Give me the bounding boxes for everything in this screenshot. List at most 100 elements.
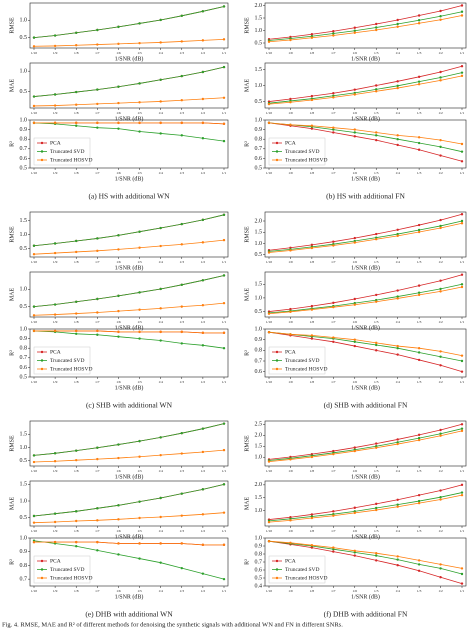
point bbox=[159, 100, 162, 103]
point bbox=[460, 10, 464, 13]
point bbox=[96, 519, 99, 522]
point bbox=[375, 88, 378, 91]
point bbox=[417, 438, 421, 442]
x-tick-label: 1/2 bbox=[438, 529, 443, 533]
y-tick-label: 0.9 bbox=[255, 337, 263, 343]
point bbox=[289, 97, 292, 101]
series-line bbox=[33, 449, 225, 463]
x-tick-label: 1/1 bbox=[222, 529, 227, 533]
x-axis-label: 1/SNR (dB) bbox=[351, 473, 380, 480]
plot-frame bbox=[29, 420, 229, 467]
y-axis-label: MAE bbox=[9, 288, 15, 302]
x-tick-label: 1/7 bbox=[95, 589, 100, 593]
point bbox=[332, 340, 335, 343]
point bbox=[138, 542, 141, 545]
y-axis-label: MAE bbox=[244, 79, 250, 93]
point bbox=[117, 42, 120, 46]
point bbox=[396, 353, 399, 356]
point bbox=[96, 446, 99, 449]
point bbox=[417, 19, 421, 22]
x-tick-label: 1/10 bbox=[266, 51, 272, 55]
legend-label: PCA bbox=[285, 349, 296, 355]
y-tick-label: 0.5 bbox=[255, 165, 263, 171]
legend-marker bbox=[275, 559, 279, 563]
y-axis-label: MAE bbox=[9, 497, 15, 511]
x-tick-label: 1/6 bbox=[353, 589, 358, 593]
point bbox=[117, 248, 120, 251]
x-tick-label: 1/2 bbox=[201, 171, 206, 175]
plot-frame bbox=[29, 537, 229, 587]
plot-frame bbox=[29, 2, 229, 49]
point bbox=[159, 226, 162, 230]
x-tick-label: 1/6 bbox=[353, 529, 358, 533]
x-tick-label: 1/8 bbox=[74, 380, 79, 384]
x-tick-label: 1/3 bbox=[417, 171, 422, 175]
point bbox=[159, 307, 162, 310]
x-tick-label: 1/1 bbox=[460, 380, 465, 384]
point bbox=[32, 454, 36, 457]
x-tick-label: 1/2 bbox=[438, 111, 443, 115]
x-tick-label: 1/7 bbox=[95, 529, 100, 533]
y-tick-label: 0.7 bbox=[255, 559, 263, 565]
x-tick-label: 1/5 bbox=[137, 171, 142, 175]
point bbox=[289, 307, 292, 311]
y-tick-label: 2.5 bbox=[255, 422, 263, 428]
point bbox=[96, 540, 99, 544]
x-tick-label: 1/1 bbox=[222, 469, 227, 473]
y-tick-label: 0.9 bbox=[20, 336, 28, 342]
x-tick-label: 1/4 bbox=[158, 260, 163, 264]
series-line bbox=[33, 423, 225, 456]
x-tick-label: 1/6 bbox=[353, 171, 358, 175]
point bbox=[117, 25, 120, 29]
point bbox=[460, 370, 464, 373]
y-tick-label: 0.8 bbox=[255, 551, 263, 557]
x-tick-label: 1/8 bbox=[74, 171, 79, 175]
x-tick-label: 1/7 bbox=[331, 51, 336, 55]
x-axis-label: 1/SNR (dB) bbox=[115, 473, 144, 480]
y-tick-label: 0.5 bbox=[20, 89, 28, 95]
point bbox=[460, 273, 464, 276]
x-tick-label: 1/8 bbox=[310, 260, 315, 264]
point bbox=[353, 135, 356, 138]
point bbox=[138, 101, 141, 104]
point bbox=[460, 142, 464, 146]
y-axis-label: R² bbox=[9, 141, 15, 147]
point bbox=[439, 218, 442, 222]
legend-label: PCA bbox=[285, 140, 296, 146]
y-tick-label: 0.8 bbox=[20, 346, 28, 352]
series-line bbox=[33, 275, 225, 308]
plot-frame bbox=[29, 119, 229, 169]
series-line bbox=[268, 540, 463, 584]
series-line bbox=[33, 6, 225, 39]
plot-frame bbox=[264, 62, 467, 109]
y-tick-label: 1.0 bbox=[255, 83, 263, 89]
point bbox=[159, 542, 162, 545]
x-tick-label: 1/3 bbox=[417, 111, 422, 115]
point bbox=[375, 446, 378, 449]
point bbox=[396, 505, 399, 508]
point bbox=[310, 246, 314, 250]
x-tick-label: 1/4 bbox=[395, 469, 400, 473]
point bbox=[180, 566, 183, 570]
point bbox=[267, 540, 271, 543]
point bbox=[96, 102, 99, 106]
x-tick-label: 1/10 bbox=[31, 380, 37, 384]
point bbox=[439, 18, 442, 21]
point bbox=[96, 121, 99, 125]
x-tick-label: 1/5 bbox=[137, 51, 142, 55]
x-tick-label: 1/6 bbox=[116, 529, 121, 533]
point bbox=[267, 251, 271, 254]
x-tick-label: 1/1 bbox=[460, 589, 465, 593]
x-tick-label: 1/4 bbox=[395, 320, 400, 324]
series-line bbox=[33, 275, 225, 308]
point bbox=[417, 228, 421, 232]
point bbox=[353, 26, 356, 29]
point bbox=[159, 436, 162, 439]
x-tick-label: 1/8 bbox=[310, 529, 315, 533]
x-tick-label: 1/5 bbox=[374, 51, 379, 55]
point bbox=[439, 224, 442, 228]
legend-label: Truncated HOSVD bbox=[285, 575, 327, 581]
x-tick-label: 1/3 bbox=[180, 111, 185, 115]
point bbox=[180, 342, 183, 345]
legend-label: PCA bbox=[285, 558, 296, 564]
